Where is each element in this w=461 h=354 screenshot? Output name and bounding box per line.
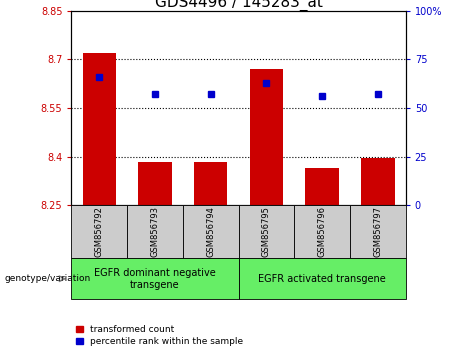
Text: GSM856792: GSM856792 (95, 206, 104, 257)
Bar (71, 258, 239, 299)
Text: GSM856797: GSM856797 (373, 206, 382, 257)
Legend: transformed count, percentile rank within the sample: transformed count, percentile rank withi… (76, 325, 243, 346)
Bar (305, 168, 339, 205)
Title: GDS4496 / 145283_at: GDS4496 / 145283_at (154, 0, 323, 11)
Text: EGFR dominant negative
transgene: EGFR dominant negative transgene (94, 268, 216, 290)
Bar (238, 258, 406, 299)
Text: EGFR activated transgene: EGFR activated transgene (258, 274, 386, 284)
Text: GSM856796: GSM856796 (318, 206, 327, 257)
Text: GSM856794: GSM856794 (206, 206, 215, 257)
Bar (194, 161, 227, 205)
Bar (238, 205, 294, 258)
Text: GSM856793: GSM856793 (150, 206, 160, 257)
Bar (250, 69, 283, 205)
Text: genotype/variation: genotype/variation (5, 274, 91, 283)
Bar (71, 205, 127, 258)
Bar (138, 161, 171, 205)
Bar (183, 205, 238, 258)
Bar (127, 205, 183, 258)
Bar (83, 53, 116, 205)
Bar (294, 205, 350, 258)
Bar (361, 158, 395, 205)
Text: GSM856795: GSM856795 (262, 206, 271, 257)
Bar (350, 205, 406, 258)
